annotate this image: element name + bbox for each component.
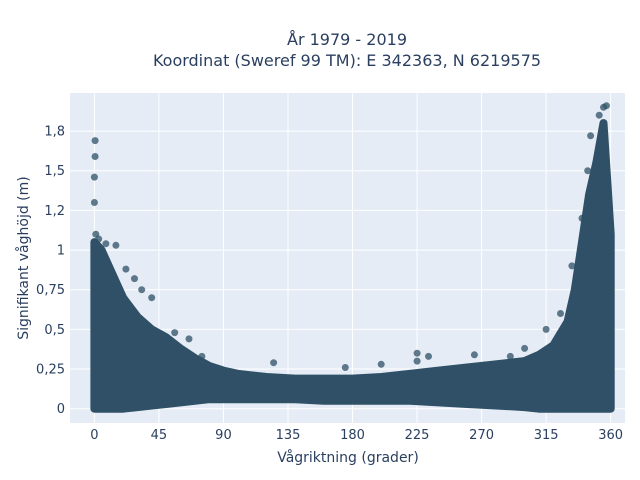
y-tick-label: 1,2	[44, 204, 65, 219]
data-point	[171, 329, 179, 337]
data-point	[138, 286, 146, 294]
y-tick-label: 0	[57, 402, 65, 417]
data-point	[112, 241, 120, 249]
y-tick-label: 0,5	[44, 323, 65, 338]
data-point	[148, 294, 156, 302]
x-tick-label: 360	[598, 428, 623, 443]
data-point	[568, 262, 576, 270]
data-point	[102, 240, 110, 248]
plot-area	[70, 93, 625, 423]
chart-title-line-2: Koordinat (Sweref 99 TM): E 342363, N 62…	[153, 51, 541, 70]
data-point	[584, 167, 592, 175]
data-point	[185, 335, 193, 343]
chart-title-line-1: År 1979 - 2019	[287, 30, 407, 49]
y-tick-label: 0,75	[36, 283, 65, 298]
y-tick-label: 1,8	[44, 125, 65, 140]
data-cloud	[90, 119, 615, 413]
data-point	[341, 364, 349, 371]
data-point	[91, 153, 99, 160]
data-point	[95, 235, 103, 243]
data-point	[413, 349, 421, 357]
data-point	[602, 102, 610, 110]
data-point	[470, 351, 478, 359]
x-axis-label: Vågriktning (grader)	[277, 449, 419, 466]
data-point	[521, 344, 529, 352]
data-point	[91, 137, 99, 145]
data-point	[557, 310, 564, 317]
data-point	[270, 359, 278, 367]
y-axis-ticks: 0 0,25 0,5 0,75 1 1,2 1,5 1,8	[36, 125, 65, 418]
data-point	[542, 325, 550, 333]
x-tick-label: 0	[90, 428, 98, 443]
data-point	[587, 132, 595, 140]
x-tick-label: 180	[340, 428, 365, 443]
x-axis-ticks: 0 45 90 135 180 225 270 315 360	[90, 428, 623, 443]
x-tick-label: 315	[534, 428, 559, 443]
x-tick-label: 90	[215, 428, 232, 443]
data-point	[90, 199, 98, 206]
x-tick-label: 135	[276, 428, 301, 443]
data-point	[198, 352, 206, 360]
data-point	[506, 352, 514, 360]
data-point	[595, 111, 603, 119]
data-point	[413, 357, 421, 365]
y-tick-label: 1	[57, 244, 65, 259]
x-tick-label: 45	[151, 428, 168, 443]
data-point	[90, 173, 98, 181]
y-tick-label: 1,5	[44, 164, 65, 179]
data-point	[122, 265, 130, 273]
data-point	[377, 360, 385, 368]
x-tick-label: 225	[405, 428, 430, 443]
data-point	[578, 214, 586, 222]
data-point	[425, 352, 432, 360]
data-points	[90, 102, 610, 371]
x-tick-label: 270	[469, 428, 494, 443]
y-axis-label: Signifikant våghöjd (m)	[15, 176, 32, 339]
data-point	[131, 275, 138, 283]
y-tick-label: 0,25	[36, 363, 65, 378]
dense-point-cloud	[90, 119, 615, 413]
